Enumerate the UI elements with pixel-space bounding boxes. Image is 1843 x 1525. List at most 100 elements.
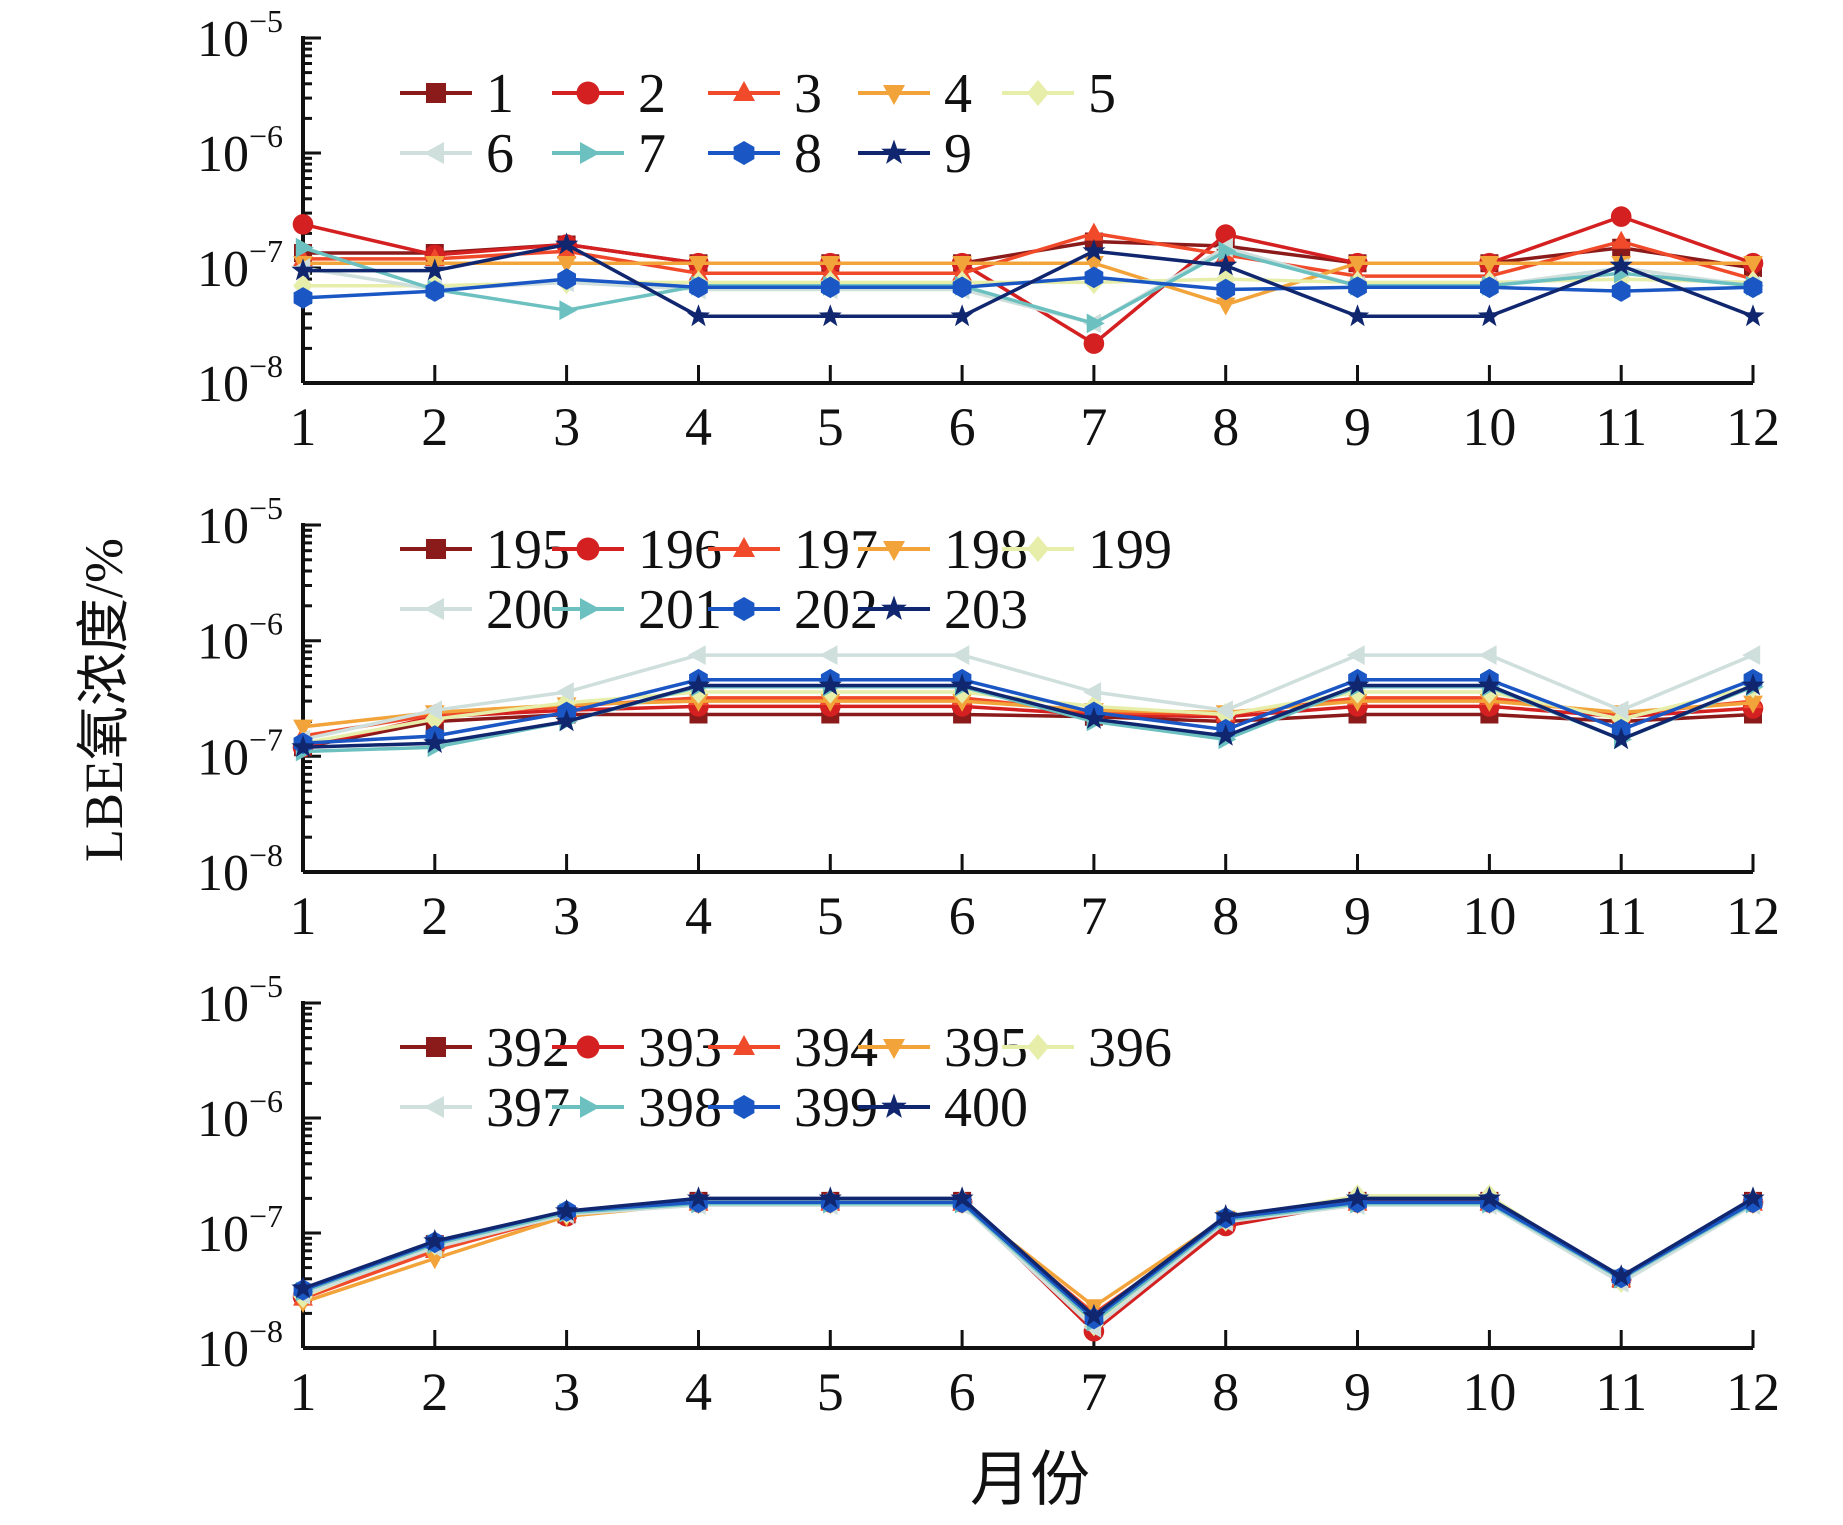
y-tick-exponent: −6 xyxy=(249,606,283,642)
y-tick-label: 10−5 xyxy=(197,3,283,68)
data-point xyxy=(555,682,574,702)
y-tick-label: 10−7 xyxy=(197,721,283,786)
legend-marker xyxy=(576,1035,600,1059)
data-point xyxy=(950,1186,974,1209)
data-point xyxy=(950,673,974,696)
x-tick-label: 8 xyxy=(1212,1362,1239,1422)
series-line xyxy=(302,704,1754,749)
data-point xyxy=(686,1186,710,1209)
data-point xyxy=(1347,256,1368,274)
data-point xyxy=(952,256,972,274)
legend-item: 5 xyxy=(1002,63,1116,125)
x-tick-label: 11 xyxy=(1595,1362,1647,1422)
legend-label: 2 xyxy=(638,63,666,125)
data-point xyxy=(950,304,974,327)
series-line xyxy=(303,231,1754,281)
legend-item: 201 xyxy=(552,579,722,641)
y-tick-label: 10−7 xyxy=(197,1198,283,1263)
data-point xyxy=(1743,695,1763,714)
legend-label: 203 xyxy=(944,579,1028,641)
data-point xyxy=(1741,1186,1765,1209)
data-point xyxy=(1214,253,1238,276)
legend-marker xyxy=(426,539,446,559)
legend-label: 9 xyxy=(944,123,972,185)
legend-marker xyxy=(733,141,755,165)
data-point xyxy=(293,719,313,738)
y-tick-base: 10 xyxy=(197,241,249,298)
data-point xyxy=(1611,280,1631,302)
legend-item: 9 xyxy=(858,123,972,185)
legend-item: 396 xyxy=(1002,1017,1172,1079)
data-point xyxy=(1218,241,1237,262)
data-point xyxy=(1084,222,1104,241)
data-point xyxy=(291,1276,315,1299)
data-point xyxy=(1084,256,1104,274)
x-tick-label: 9 xyxy=(1344,886,1371,946)
x-tick-label: 7 xyxy=(1080,886,1107,946)
data-point xyxy=(1348,276,1367,299)
x-tick-label: 5 xyxy=(817,886,844,946)
y-tick-base: 10 xyxy=(197,498,249,555)
panels-layer: 10−810−710−610−51 2 3 4 5 6 7 8 9 10 11 121 2 3 4 56 7 8 9… xyxy=(197,3,1780,1422)
legend-label: 400 xyxy=(944,1077,1028,1139)
legend-label: 199 xyxy=(1088,519,1172,581)
legend-marker xyxy=(576,537,600,561)
x-tick-label: 12 xyxy=(1726,886,1780,946)
series-line xyxy=(302,1196,1754,1318)
x-tick-label: 2 xyxy=(421,1362,448,1422)
data-point xyxy=(686,673,710,696)
x-tick-label: 4 xyxy=(685,397,712,457)
legend-label: 6 xyxy=(486,123,514,185)
data-point xyxy=(425,280,445,302)
x-tick-label: 3 xyxy=(553,886,580,946)
data-point xyxy=(292,214,314,235)
y-tick-base: 10 xyxy=(197,729,249,786)
x-tick-label: 1 xyxy=(290,886,317,946)
y-tick-label: 10−8 xyxy=(197,348,283,413)
y-tick-exponent: −7 xyxy=(249,1198,283,1234)
legend-marker xyxy=(733,597,755,621)
data-point xyxy=(818,304,842,327)
legend-marker xyxy=(733,537,755,557)
data-point xyxy=(423,731,447,753)
data-point xyxy=(1214,1204,1238,1226)
x-tick-label: 4 xyxy=(685,886,712,946)
y-tick-label: 10−6 xyxy=(197,1083,283,1148)
data-point xyxy=(295,237,314,258)
data-point xyxy=(1082,239,1106,261)
y-tick-label: 10−8 xyxy=(197,837,283,902)
legend-label: 8 xyxy=(794,123,822,185)
legend-label: 5 xyxy=(1088,63,1116,125)
data-point xyxy=(1083,333,1105,354)
legend-label: 1 xyxy=(486,63,514,125)
y-tick-exponent: −6 xyxy=(249,1083,283,1119)
x-tick-label: 2 xyxy=(421,886,448,946)
x-tick-label: 6 xyxy=(949,397,976,457)
y-tick-exponent: −8 xyxy=(249,348,283,384)
legend-item: 3 xyxy=(708,63,822,125)
legend-marker xyxy=(424,142,444,164)
data-point xyxy=(1741,304,1765,327)
x-tick-label: 5 xyxy=(817,397,844,457)
data-point xyxy=(1477,304,1501,327)
x-tick-label: 8 xyxy=(1212,397,1239,457)
data-point xyxy=(1610,206,1632,227)
x-tick-label: 7 xyxy=(1080,397,1107,457)
data-point xyxy=(820,256,841,274)
x-tick-label: 10 xyxy=(1462,1362,1516,1422)
legend-marker xyxy=(881,1093,907,1118)
data-point xyxy=(688,256,709,274)
legend-marker xyxy=(733,81,755,101)
series-line xyxy=(303,261,1753,307)
data-point xyxy=(1479,256,1500,274)
data-point xyxy=(293,287,313,309)
data-point xyxy=(1082,706,1106,729)
data-point xyxy=(1346,645,1365,665)
x-tick-label: 11 xyxy=(1595,397,1647,457)
data-point xyxy=(818,1186,842,1209)
data-point xyxy=(1480,276,1499,299)
